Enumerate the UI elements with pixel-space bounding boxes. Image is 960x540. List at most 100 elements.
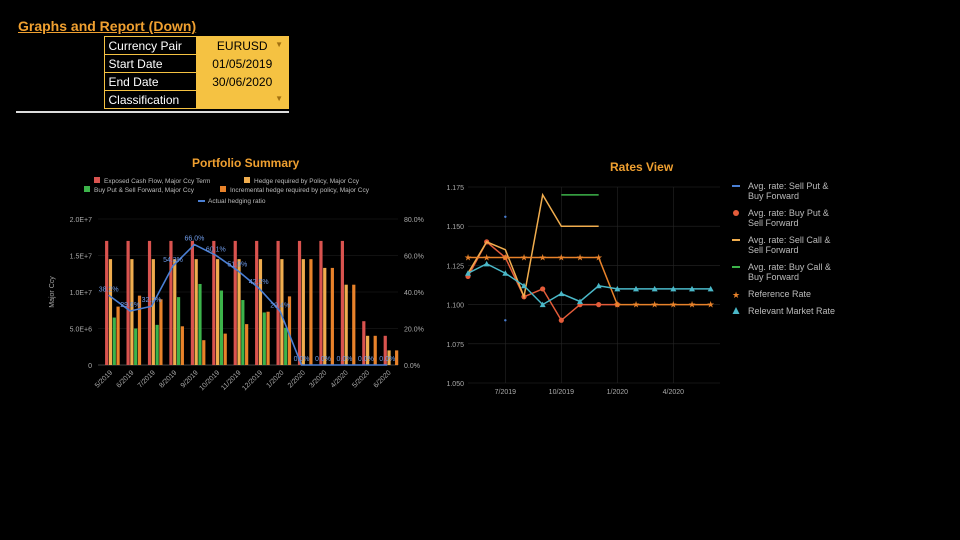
x-tick-label: 12/2019 bbox=[241, 369, 264, 392]
legend-label: Avg. rate: Buy Call & bbox=[748, 262, 831, 272]
data-label: 60.1% bbox=[206, 246, 226, 253]
data-point bbox=[502, 270, 509, 276]
x-tick-label: 4/2020 bbox=[663, 389, 685, 396]
data-point: ★ bbox=[688, 300, 696, 310]
bar bbox=[330, 267, 334, 365]
dropdown-arrow-icon[interactable]: ▼ bbox=[275, 94, 283, 103]
bar bbox=[262, 312, 266, 365]
bar bbox=[108, 259, 113, 365]
data-point bbox=[707, 285, 714, 292]
x-tick-label: 1/2020 bbox=[265, 369, 285, 389]
classification-select[interactable]: ▼ bbox=[195, 90, 289, 109]
data-point bbox=[558, 317, 564, 323]
legend-label: Sell Forward bbox=[748, 218, 799, 228]
x-tick-label: 5/2019 bbox=[94, 369, 114, 389]
x-tick-label: 10/2019 bbox=[198, 369, 221, 392]
data-point: ★ bbox=[539, 253, 547, 263]
param-row-classification: Classification ▼ bbox=[16, 90, 289, 109]
divider bbox=[16, 111, 289, 113]
data-label: 66.0% bbox=[184, 236, 204, 243]
legend-label: Buy Forward bbox=[748, 272, 799, 282]
bar bbox=[159, 299, 163, 365]
bar bbox=[287, 296, 292, 365]
data-point bbox=[614, 285, 621, 292]
param-label: Currency Pair bbox=[103, 36, 197, 55]
data-point bbox=[633, 285, 639, 292]
data-point: ★ bbox=[557, 253, 565, 263]
bar bbox=[373, 335, 377, 365]
rates-view-title: Rates View bbox=[610, 160, 674, 174]
data-point: ★ bbox=[464, 253, 472, 263]
data-point: ★ bbox=[707, 300, 715, 310]
bar bbox=[194, 259, 198, 365]
data-point bbox=[651, 285, 658, 292]
bar bbox=[276, 240, 280, 365]
data-point bbox=[504, 319, 507, 322]
parameters-table: Currency Pair EURUSD ▼ Start Date 01/05/2… bbox=[16, 36, 289, 109]
y-tick-label: 1.150 bbox=[446, 224, 464, 231]
series-line bbox=[467, 262, 711, 306]
legend-label: Sell Forward bbox=[748, 245, 799, 255]
bar bbox=[190, 240, 194, 365]
portfolio-summary-chart: Exposed Cash Flow, Major Ccy Term Hedge r… bbox=[49, 177, 424, 392]
data-point: ★ bbox=[632, 300, 640, 310]
portfolio-summary-title: Portfolio Summary bbox=[192, 156, 300, 170]
bar bbox=[340, 240, 344, 365]
bar bbox=[366, 335, 370, 365]
y-tick-label: 1.125 bbox=[446, 263, 464, 270]
y-tick-label: 1.5E+7 bbox=[70, 254, 92, 261]
end-date-field[interactable]: 30/06/2020 bbox=[195, 72, 289, 91]
data-point: ★ bbox=[501, 253, 509, 263]
bar bbox=[112, 317, 116, 365]
param-label: Classification bbox=[103, 90, 197, 109]
dropdown-arrow-icon[interactable]: ▼ bbox=[275, 40, 283, 49]
data-point bbox=[539, 301, 546, 308]
bar bbox=[323, 267, 327, 365]
bar bbox=[155, 324, 159, 365]
data-point: ★ bbox=[669, 300, 677, 310]
start-date-field[interactable]: 01/05/2019 bbox=[195, 54, 289, 73]
x-tick-label: 3/2020 bbox=[308, 369, 328, 389]
data-point: ★ bbox=[483, 253, 491, 263]
page-title: Graphs and Report (Down) bbox=[18, 18, 197, 34]
y2-tick-label: 80.0% bbox=[404, 217, 424, 224]
param-row-currency-pair: Currency Pair EURUSD ▼ bbox=[16, 36, 289, 55]
data-point bbox=[689, 285, 695, 292]
data-point bbox=[670, 285, 677, 292]
bar bbox=[219, 290, 224, 365]
bar bbox=[202, 340, 206, 365]
y-axis-label: Major Ccy bbox=[49, 276, 56, 308]
data-label: 0.0% bbox=[379, 356, 395, 363]
legend-swatch bbox=[220, 186, 226, 192]
bar bbox=[198, 283, 202, 365]
x-tick-label: 2/2020 bbox=[287, 369, 307, 389]
legend-label: Buy Forward bbox=[748, 191, 799, 201]
bar bbox=[223, 333, 227, 365]
legend-swatch: ★ bbox=[732, 290, 740, 300]
bar bbox=[301, 259, 305, 365]
x-tick-label: 6/2020 bbox=[373, 369, 393, 389]
series-line bbox=[467, 192, 599, 300]
currency-pair-select[interactable]: EURUSD ▼ bbox=[195, 36, 289, 55]
legend-label: Avg. rate: Sell Call & bbox=[748, 235, 830, 245]
bar bbox=[105, 240, 109, 365]
bar bbox=[255, 240, 259, 365]
bar bbox=[387, 350, 391, 365]
x-tick-label: 9/2019 bbox=[180, 369, 200, 389]
x-tick-label: 6/2019 bbox=[115, 369, 135, 389]
legend-label: Buy Put & Sell Forward, Major Ccy bbox=[94, 187, 195, 194]
data-point bbox=[558, 290, 565, 297]
data-label: 32.2% bbox=[142, 297, 162, 304]
data-label: 0.0% bbox=[336, 356, 352, 363]
bar bbox=[233, 240, 237, 365]
bar bbox=[147, 240, 152, 365]
data-point bbox=[577, 298, 583, 304]
bar bbox=[241, 300, 245, 365]
y-tick-label: 1.050 bbox=[446, 381, 464, 388]
x-tick-label: 7/2019 bbox=[495, 389, 517, 396]
x-tick-label: 10/2019 bbox=[549, 389, 574, 396]
bar bbox=[130, 259, 134, 365]
data-label: 0.0% bbox=[315, 356, 331, 363]
legend-label: Avg. rate: Sell Put & bbox=[748, 181, 828, 191]
bar bbox=[319, 240, 323, 365]
